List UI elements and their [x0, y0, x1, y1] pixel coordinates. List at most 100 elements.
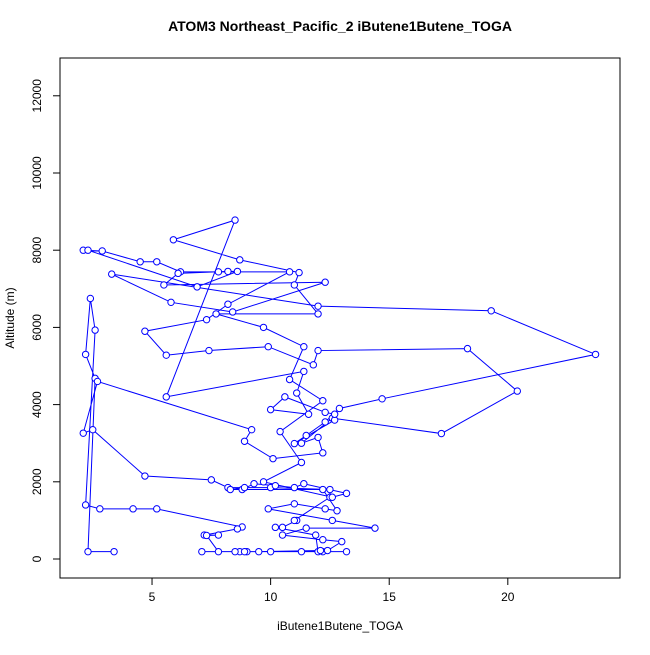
data-point [285, 268, 294, 276]
data-point [297, 439, 306, 447]
data-point [141, 327, 149, 335]
data-point [212, 310, 220, 318]
data-point [300, 367, 308, 376]
data-point [513, 387, 521, 395]
data-point [224, 267, 232, 276]
y-tick-label: 2000 [30, 468, 44, 495]
data-point [321, 418, 329, 426]
data-point [89, 425, 97, 434]
data-point [278, 523, 287, 532]
data-point [319, 536, 327, 544]
data-point [271, 523, 280, 532]
data-point [81, 501, 90, 509]
data-point [214, 547, 223, 556]
data-point [271, 481, 280, 490]
data-point [371, 524, 379, 532]
data-point [338, 537, 346, 546]
data-point [487, 307, 495, 315]
x-tick-label: 10 [264, 590, 278, 604]
y-tick-label: 6000 [30, 314, 44, 341]
data-point [319, 449, 327, 457]
data-point [314, 310, 322, 318]
data-point [240, 547, 249, 556]
data-point [278, 531, 287, 539]
data-point [84, 547, 92, 556]
data-point [264, 505, 272, 513]
data-point [314, 433, 322, 442]
data-point [342, 489, 351, 498]
data-point [167, 298, 175, 307]
data-point [293, 389, 301, 397]
data-point [214, 268, 223, 276]
data-point [207, 476, 216, 484]
data-point [153, 258, 161, 266]
data-point [323, 546, 332, 555]
data-point [378, 395, 386, 403]
data-point [174, 269, 182, 278]
y-tick-label: 12000 [30, 79, 44, 113]
data-point [169, 236, 178, 244]
data-point [79, 429, 87, 437]
data-point [290, 483, 299, 492]
data-point [141, 472, 149, 480]
data-point [319, 485, 327, 494]
plot-frame [59, 57, 621, 579]
data-point [300, 480, 308, 488]
data-point [321, 278, 329, 286]
data-point [328, 493, 336, 501]
data-point [290, 516, 299, 525]
data-point [302, 524, 310, 532]
data-point [162, 393, 170, 401]
data-point [91, 326, 99, 334]
data-point [321, 408, 329, 417]
data-point [233, 267, 242, 276]
data-point [250, 480, 258, 488]
data-point [160, 281, 168, 289]
data-point [236, 256, 244, 264]
data-point [591, 350, 600, 359]
data-point [81, 350, 90, 359]
data-point [314, 302, 322, 310]
data-point [295, 268, 303, 277]
data-point [255, 547, 263, 556]
data-point [328, 516, 336, 525]
x-tick-label: 15 [383, 590, 397, 604]
x-axis-label: iButene1Butene_TOGA [277, 619, 403, 633]
data-point [297, 547, 306, 556]
data-point [193, 283, 201, 291]
data-point [437, 429, 446, 438]
data-point [228, 308, 237, 316]
data-point [259, 323, 268, 332]
x-tick-label: 20 [501, 590, 515, 604]
data-point [231, 216, 239, 224]
data-point [463, 344, 472, 353]
data-point [266, 547, 275, 556]
data-point [240, 483, 249, 492]
data-point [198, 547, 206, 556]
data-point [240, 437, 249, 445]
data-point [110, 547, 118, 556]
data-point [266, 405, 275, 414]
data-point [247, 425, 256, 434]
data-point [108, 270, 116, 278]
data-point [96, 505, 104, 513]
data-point [136, 258, 144, 266]
data-point [84, 246, 92, 254]
y-axis-label: Altitude (m) [3, 287, 17, 348]
data-point [314, 346, 322, 355]
y-tick-label: 4000 [30, 391, 44, 418]
data-point [93, 377, 102, 386]
data-point [86, 294, 95, 303]
data-point [326, 485, 334, 494]
data-point [316, 546, 325, 555]
data-point [290, 281, 299, 289]
data-point [285, 375, 294, 384]
data-point [233, 525, 242, 533]
data-point [319, 397, 327, 405]
data-point [129, 505, 137, 513]
data-point [297, 458, 306, 467]
data-point [333, 507, 341, 515]
data-point [224, 300, 232, 308]
data-point [98, 247, 106, 255]
